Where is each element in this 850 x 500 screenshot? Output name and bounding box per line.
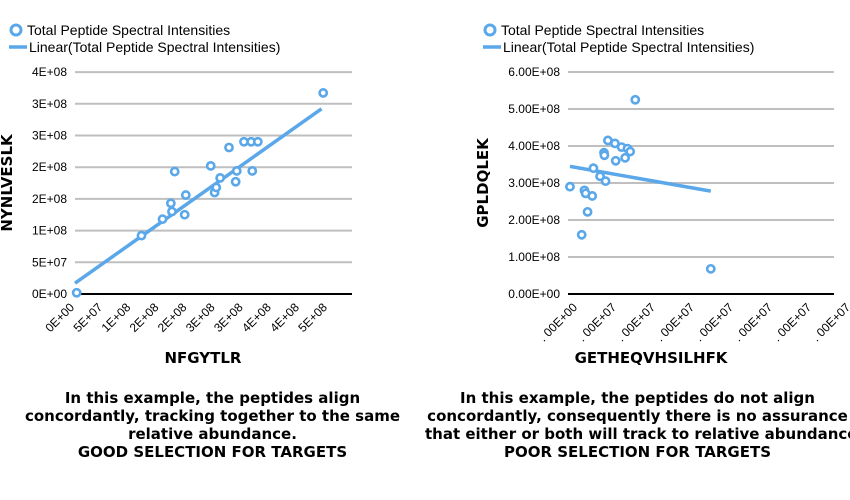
- caption-right-line: In this example, the peptides do not ali…: [460, 389, 815, 407]
- y-tick-label: 2E+08: [32, 160, 67, 174]
- x-tick-label: 3E+08: [183, 300, 218, 335]
- data-point: [157, 214, 168, 225]
- x-tick-label: 4E+08: [267, 300, 302, 335]
- y-tick-label: 3E+08: [32, 97, 67, 111]
- y-tick-label: 2.00E+08: [508, 213, 560, 227]
- y-axis-title: GPLDQLEK: [474, 137, 492, 228]
- x-tick-label: . 00E+00: [536, 300, 580, 344]
- data-point: [565, 181, 575, 192]
- x-tick-label: 4E+08: [239, 300, 274, 335]
- data-point: [610, 155, 621, 166]
- legend-label-trendline: Linear(Total Peptide Spectral Intensitie…: [503, 39, 754, 55]
- data-point: [211, 182, 222, 193]
- data-point: [179, 209, 190, 220]
- caption-right-line: concordantly, consequently there is no a…: [427, 407, 848, 425]
- y-tick-label: 4E+08: [32, 65, 67, 79]
- legend-label-points: Total Peptide Spectral Intensities: [501, 22, 704, 38]
- y-tick-label: 5E+07: [32, 255, 67, 269]
- caption-left-verdict: GOOD SELECTION FOR TARGETS: [77, 443, 348, 461]
- x-tick-label: . 00E+07: [731, 300, 775, 344]
- x-tick-label: . 00E+07: [692, 300, 736, 344]
- data-point: [599, 150, 610, 161]
- data-point: [205, 160, 216, 171]
- data-point: [588, 163, 599, 174]
- x-tick-label: . 00E+07: [770, 300, 814, 344]
- legend-label-points: Total Peptide Spectral Intensities: [27, 22, 230, 38]
- x-tick-label: . 00E+07: [653, 300, 697, 344]
- data-point: [625, 146, 636, 157]
- data-point: [165, 198, 176, 209]
- data-point: [169, 166, 180, 177]
- y-axis-title: NYNLVESLK: [0, 133, 16, 232]
- x-tick-label: 5E+07: [71, 300, 106, 335]
- data-point: [630, 94, 641, 105]
- data-point: [620, 152, 631, 163]
- data-point: [600, 176, 611, 187]
- data-point: [705, 263, 716, 274]
- x-tick-label: 2E+08: [127, 300, 162, 335]
- x-tick-label: . 00E+07: [809, 300, 850, 344]
- data-point: [224, 142, 234, 153]
- y-tick-label: 6.00E+08: [508, 65, 560, 79]
- data-point: [71, 287, 82, 298]
- data-point: [318, 88, 329, 98]
- y-tick-label: 3E+08: [32, 129, 67, 143]
- data-point: [576, 229, 587, 240]
- data-point: [231, 166, 242, 176]
- legend-label-trendline: Linear(Total Peptide Spectral Intensitie…: [29, 39, 280, 55]
- x-tick-label: 1E+08: [99, 300, 134, 335]
- y-tick-label: 0.00E+00: [508, 287, 560, 301]
- y-tick-label: 0E+00: [32, 287, 67, 301]
- x-tick-label: 0E+00: [42, 300, 77, 335]
- caption-left-line: In this example, the peptides align: [64, 389, 361, 407]
- x-tick-label: . 00E+07: [575, 300, 619, 344]
- x-tick-label: 2E+08: [155, 300, 190, 335]
- x-axis-title: GETHEQVHSILHFK: [575, 349, 729, 367]
- data-point: [230, 176, 241, 187]
- x-axis-title: NFGYTLR: [165, 349, 242, 367]
- data-point: [587, 191, 598, 201]
- y-tick-label: 5.00E+08: [508, 102, 560, 116]
- y-tick-label: 2E+08: [32, 192, 67, 206]
- caption-left: In this example, the peptides align conc…: [0, 389, 425, 461]
- trendline: [73, 107, 323, 285]
- x-tick-label: 5E+08: [295, 300, 330, 335]
- caption-right: In this example, the peptides do not ali…: [425, 389, 850, 461]
- caption-left-line: relative abundance.: [128, 425, 297, 443]
- x-tick-label: 3E+08: [211, 300, 246, 335]
- y-tick-label: 4.00E+08: [508, 139, 560, 153]
- data-point: [252, 136, 263, 147]
- legend-marker-points: [9, 23, 23, 37]
- data-point: [582, 206, 593, 217]
- caption-left-line: concordantly, tracking together to the s…: [24, 407, 400, 425]
- data-point: [180, 190, 191, 200]
- y-tick-label: 3.00E+08: [508, 176, 560, 190]
- legend-marker-points: [483, 23, 497, 37]
- data-point: [215, 173, 226, 183]
- caption-right-verdict: POOR SELECTION FOR TARGETS: [503, 443, 772, 461]
- y-tick-label: 1.00E+08: [508, 250, 560, 264]
- data-point: [247, 166, 258, 176]
- data-point: [167, 206, 177, 217]
- x-tick-label: . 00E+07: [614, 300, 658, 344]
- data-point: [136, 230, 147, 241]
- y-tick-label: 1E+08: [32, 224, 67, 238]
- caption-right-line: that either or both will track to relati…: [425, 425, 850, 443]
